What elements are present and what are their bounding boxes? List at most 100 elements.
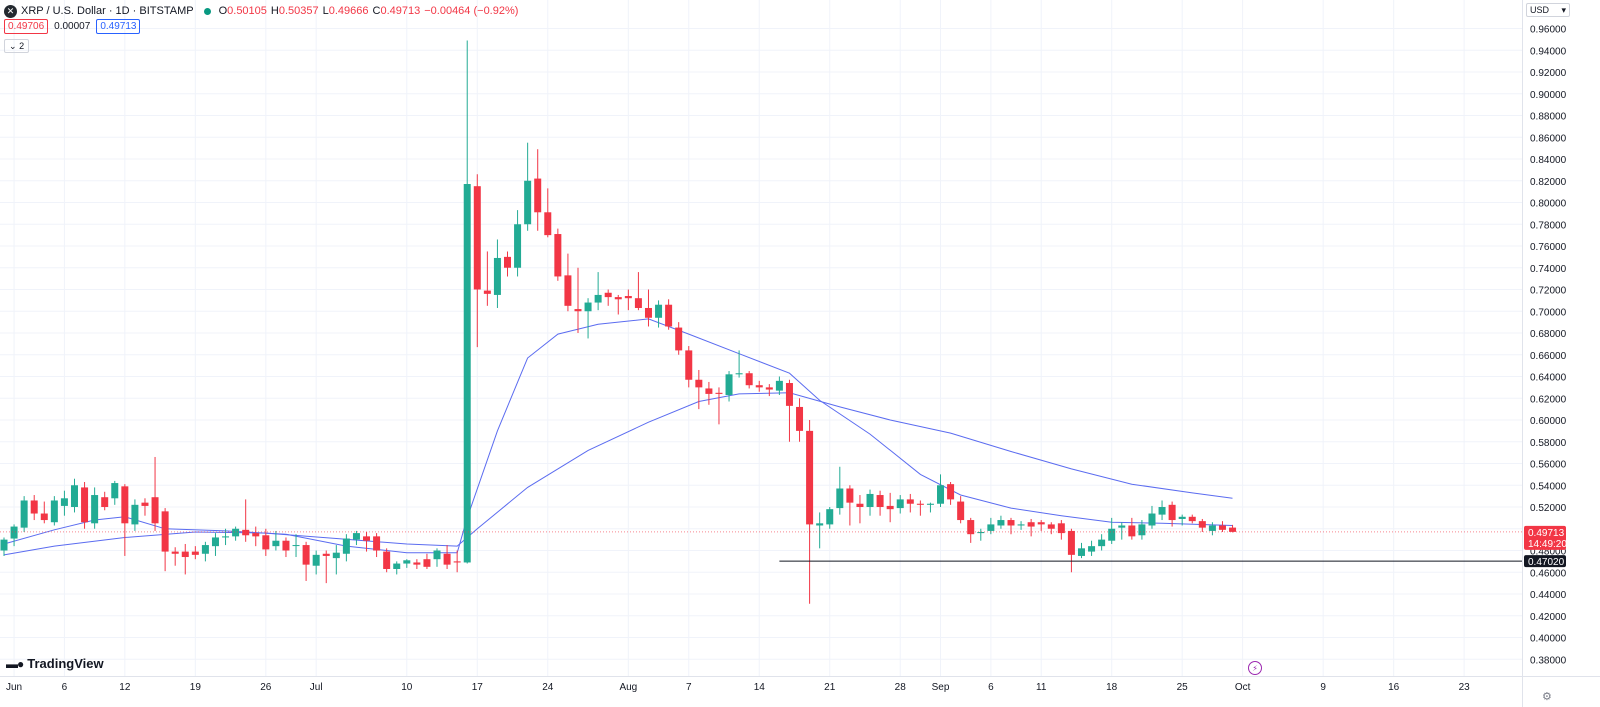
candle-body bbox=[272, 540, 280, 547]
candle-body bbox=[493, 257, 501, 295]
market-status-dot[interactable] bbox=[203, 7, 211, 15]
gear-icon[interactable]: ⚙ bbox=[1542, 691, 1552, 703]
x-tick-label: 28 bbox=[895, 682, 907, 693]
candle-body bbox=[634, 298, 642, 308]
tradingview-logo[interactable]: ▬● TradingView bbox=[6, 656, 104, 671]
candle-body bbox=[846, 488, 854, 503]
candle-body bbox=[755, 385, 763, 388]
indicators-collapse-button[interactable]: ⌄ 2 bbox=[4, 39, 30, 53]
candle-body bbox=[775, 380, 783, 391]
y-tick-label: 0.88000 bbox=[1530, 112, 1567, 123]
candle-body bbox=[473, 186, 481, 290]
last-price-label: 0.49713 bbox=[1528, 528, 1565, 539]
candle-body bbox=[60, 498, 68, 506]
last-price-tag bbox=[1524, 525, 1566, 550]
candle-body bbox=[876, 495, 884, 507]
candle-body bbox=[322, 553, 330, 556]
candle-body bbox=[1067, 530, 1075, 555]
chevron-down-icon: ⌄ bbox=[9, 41, 17, 51]
candle-body bbox=[342, 538, 350, 554]
y-tick-label: 0.66000 bbox=[1530, 351, 1567, 362]
trade-price-row: 0.49706 0.00007 0.49713 bbox=[4, 19, 141, 34]
candle-body bbox=[302, 545, 310, 565]
candle-body bbox=[987, 524, 995, 531]
candle-body bbox=[896, 499, 904, 509]
candle-body bbox=[242, 529, 250, 536]
y-tick-label: 0.62000 bbox=[1530, 394, 1567, 405]
x-tick-label: 18 bbox=[1106, 682, 1118, 693]
candle-body bbox=[0, 539, 8, 551]
candle-body bbox=[514, 224, 522, 268]
candle-body bbox=[584, 302, 592, 312]
candle-body bbox=[504, 256, 511, 268]
y-tick-label: 0.72000 bbox=[1530, 286, 1567, 297]
candle-body bbox=[675, 327, 683, 351]
candle-body bbox=[574, 309, 582, 312]
x-tick-label: 24 bbox=[542, 682, 554, 693]
ohlc-close: C0.49713 bbox=[372, 5, 421, 17]
symbol-title[interactable]: XRP / U.S. Dollar · 1D · BITSTAMP bbox=[21, 5, 194, 17]
ohlc-high: H0.50357 bbox=[270, 5, 319, 17]
candle-body bbox=[785, 383, 793, 406]
candle-body bbox=[554, 234, 562, 277]
candle-body bbox=[1118, 525, 1126, 528]
candle-body bbox=[81, 487, 89, 523]
candle-body bbox=[211, 537, 219, 547]
candle-body bbox=[977, 532, 985, 534]
bar-countdown-label: 14:49:20 bbox=[1528, 539, 1567, 550]
x-tick-label: 23 bbox=[1459, 682, 1471, 693]
spread-value: 0.00007 bbox=[54, 21, 91, 32]
candle-body bbox=[252, 533, 260, 537]
x-tick-label: Jul bbox=[310, 682, 323, 693]
candle-body bbox=[1047, 524, 1055, 529]
candle-body bbox=[524, 180, 532, 225]
candle-body bbox=[735, 373, 743, 375]
candle-body bbox=[171, 551, 179, 554]
candle-body bbox=[544, 212, 552, 236]
x-tick-label: 6 bbox=[62, 682, 68, 693]
candle-body bbox=[141, 502, 149, 506]
currency-selector[interactable]: USD ▾ bbox=[1526, 3, 1570, 17]
candle-body bbox=[363, 536, 371, 541]
symbol-header: ✕ XRP / U.S. Dollar · 1D · BITSTAMP O0.5… bbox=[4, 3, 522, 19]
candle-body bbox=[1178, 516, 1186, 519]
candle-body bbox=[40, 513, 48, 521]
y-tick-label: 0.64000 bbox=[1530, 373, 1567, 384]
candle-body bbox=[1208, 525, 1216, 531]
y-tick-label: 0.90000 bbox=[1530, 90, 1567, 101]
y-tick-label: 0.58000 bbox=[1530, 438, 1567, 449]
candle-body bbox=[1188, 516, 1196, 522]
candle-body bbox=[70, 485, 78, 507]
buy-price-button[interactable]: 0.49713 bbox=[96, 19, 141, 34]
ohlc-low: L0.49666 bbox=[322, 5, 369, 17]
currency-label: USD bbox=[1530, 5, 1550, 15]
caret-down-icon: ▾ bbox=[1561, 4, 1566, 15]
candle-body bbox=[836, 488, 844, 509]
candle-body bbox=[1037, 522, 1045, 525]
x-tick-label: 10 bbox=[401, 682, 413, 693]
x-tick-label: 25 bbox=[1177, 682, 1189, 693]
candle-body bbox=[111, 483, 119, 499]
candle-body bbox=[796, 406, 804, 431]
y-tick-label: 0.96000 bbox=[1530, 25, 1567, 36]
y-tick-label: 0.84000 bbox=[1530, 155, 1567, 166]
candle-body bbox=[423, 559, 431, 567]
candle-body bbox=[463, 184, 471, 563]
candle-body bbox=[826, 509, 834, 525]
candle-body bbox=[926, 503, 934, 505]
candle-body bbox=[1108, 528, 1116, 541]
y-tick-label: 0.52000 bbox=[1530, 503, 1567, 514]
candle-body bbox=[534, 178, 542, 213]
y-tick-label: 0.68000 bbox=[1530, 329, 1567, 340]
candle-body bbox=[685, 350, 693, 380]
candle-body bbox=[443, 553, 451, 565]
sell-price-button[interactable]: 0.49706 bbox=[4, 19, 49, 34]
candle-body bbox=[1098, 539, 1106, 547]
flash-icon[interactable]: ⚡ bbox=[1248, 661, 1262, 675]
x-tick-label: 14 bbox=[754, 682, 766, 693]
x-tick-label: 21 bbox=[824, 682, 836, 693]
candle-body bbox=[856, 503, 864, 507]
y-tick-label: 0.48000 bbox=[1530, 547, 1567, 558]
candle-body bbox=[10, 526, 18, 539]
